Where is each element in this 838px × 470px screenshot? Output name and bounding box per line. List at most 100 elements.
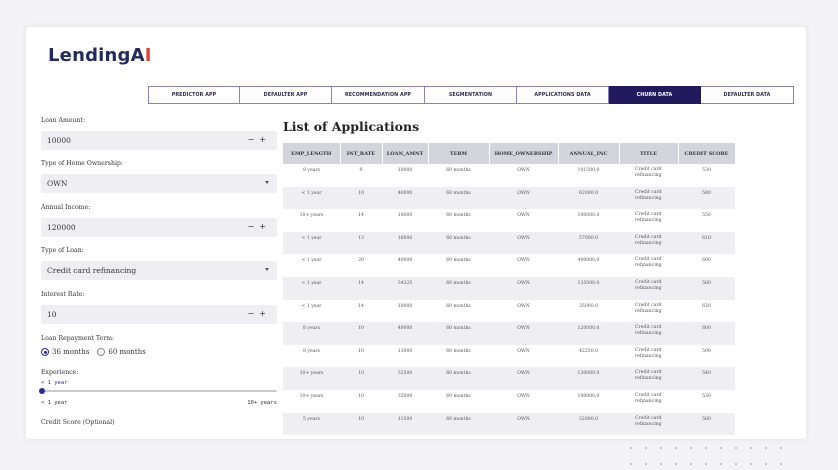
dot-mark xyxy=(690,447,692,449)
loan-type-select[interactable]: Credit card refinancing xyxy=(41,261,277,280)
experience-slider[interactable] xyxy=(39,388,277,394)
applications-table: EMP_LENGTH INT_RATE LOAN_AMNT TERM HOME_… xyxy=(283,143,736,436)
tab-predictor-app[interactable]: PREDICTOR APP xyxy=(148,86,240,104)
table-cell: 580 xyxy=(678,276,735,300)
decrement-button[interactable]: − xyxy=(247,222,260,231)
dot-mark xyxy=(750,447,752,449)
table-cell: 590 xyxy=(702,348,711,354)
increment-button[interactable]: + xyxy=(259,135,271,144)
table-cell: 29 xyxy=(358,258,364,264)
annual-income-input[interactable]: 120000 −+ xyxy=(41,218,277,237)
tab-defaulter-app[interactable]: DEFAULTER APP xyxy=(240,86,332,104)
radio-60-months-label: 60 months xyxy=(108,348,146,356)
table-cell: 100000.0 xyxy=(577,213,600,219)
table-row[interactable]: < 1 year 29 40000 60 months OWN 490000.0 Credi… xyxy=(283,254,735,277)
dot-mark xyxy=(780,463,782,465)
table-cell: Credit card refinancing xyxy=(635,302,662,314)
increment-button[interactable]: + xyxy=(259,309,271,318)
table-cell: 8 years xyxy=(303,348,320,354)
loan-type-label: Type of Loan: xyxy=(41,247,84,254)
app-card: LendingAI PREDICTOR APP DEFAULTER APP RE… xyxy=(26,27,806,439)
table-cell: 10 xyxy=(340,412,382,436)
credit-score-label: Credit Score (Optional) xyxy=(41,419,115,426)
table-row[interactable]: 10+ years 10 35000 60 months OWN 100000.0 Cred… xyxy=(283,390,735,413)
table-cell: 60 months xyxy=(446,393,471,399)
table-row[interactable]: 10+ years 10 32500 60 months OWN 130000.0 Cred… xyxy=(283,367,735,390)
dot-mark xyxy=(660,463,662,465)
table-row[interactable]: 10+ years 14 10000 60 months OWN 100000.0 Cred… xyxy=(283,209,735,232)
table-cell: 60 months xyxy=(428,367,489,390)
column-header: INT_RATE xyxy=(340,143,383,164)
column-header: EMP_LENGTH xyxy=(283,143,341,164)
home-ownership-value: OWN xyxy=(47,179,68,188)
table-cell: < 1 year xyxy=(283,276,340,300)
lendingai-logo[interactable]: LendingAI xyxy=(48,45,152,66)
tab-recommendation-app[interactable]: RECOMMENDATION APP xyxy=(332,86,425,104)
experience-max-label: 10+ years xyxy=(247,400,277,406)
dot-mark xyxy=(720,463,722,465)
table-cell: 60 months xyxy=(428,276,489,300)
table-cell: 40000 xyxy=(382,186,428,210)
table-cell: 40000 xyxy=(397,258,413,264)
table-row[interactable]: < 1 year 14 34325 60 months OWN 135000.0 Credi… xyxy=(283,276,735,300)
table-row[interactable]: 8 years 10 13000 60 months OWN 42250.0 Credit … xyxy=(283,345,735,368)
table-row[interactable]: 8 years 10 40000 60 months OWN 120000.0 Credit… xyxy=(283,322,735,345)
dot-mark xyxy=(675,463,677,465)
table-row[interactable]: 8 years 9 10000 60 months OWN 101500.0 Credit … xyxy=(283,164,735,187)
table-row[interactable]: < 1 year 14 10000 60 months OWN 35000.0 Credit… xyxy=(283,300,735,323)
table-cell: 550 xyxy=(702,213,711,219)
dot-mark xyxy=(735,447,737,449)
table-cell: 10000 xyxy=(397,168,413,173)
table-cell: < 1 year xyxy=(283,186,340,210)
dot-mark xyxy=(630,447,632,449)
dot-mark xyxy=(690,463,692,465)
tab-defaulter-data[interactable]: DEFAULTER DATA xyxy=(701,86,794,104)
dot-mark xyxy=(780,447,782,449)
decrement-button[interactable]: − xyxy=(247,309,260,318)
loan-amount-input[interactable]: 10000 −+ xyxy=(41,131,277,150)
column-header: LOAN_AMNT xyxy=(382,143,429,164)
table-cell: OWN xyxy=(517,213,530,219)
dot-mark xyxy=(705,463,707,465)
column-header: CREDIT SCORE xyxy=(678,143,736,164)
decrement-button[interactable]: − xyxy=(247,135,260,144)
table-cell: OWN xyxy=(489,231,558,255)
table-cell: OWN xyxy=(517,393,530,399)
loan-amount-value: 10000 xyxy=(47,136,71,145)
table-cell: 10 xyxy=(340,186,382,210)
radio-60-months[interactable] xyxy=(97,348,106,356)
annual-income-value: 120000 xyxy=(47,223,76,232)
logo-text-lending: Lending xyxy=(48,45,131,66)
loan-amount-label: Loan Amount: xyxy=(41,117,86,124)
table-row[interactable]: 5 years 10 11500 60 months OWN 32000.0 Credit … xyxy=(283,412,735,436)
table-cell: 130000.0 xyxy=(558,367,619,390)
dot-mark xyxy=(660,447,662,449)
table-cell: < 1 year xyxy=(283,231,340,255)
table-cell: 14 xyxy=(358,213,364,219)
tab-segmentation[interactable]: SEGMENTATION xyxy=(425,86,517,104)
experience-current-value: < 1 year xyxy=(41,380,68,386)
table-cell: Credit card refinancing xyxy=(619,322,678,345)
interest-rate-input[interactable]: 10 −+ xyxy=(41,305,277,324)
table-cell: 57000.0 xyxy=(558,231,619,255)
table-cell: 530 xyxy=(702,393,711,399)
table-cell: 14 xyxy=(340,276,382,300)
table-cell: OWN xyxy=(517,348,530,354)
table-cell: Credit card refinancing xyxy=(619,412,678,436)
table-cell: 10000 xyxy=(397,213,413,219)
increment-button[interactable]: + xyxy=(259,222,271,231)
column-header: ANNUAL_INC xyxy=(558,143,620,164)
table-cell: 34325 xyxy=(382,276,428,300)
table-cell: 32000.0 xyxy=(558,412,619,436)
table-cell: Credit card refinancing xyxy=(619,231,678,255)
home-ownership-select[interactable]: OWN xyxy=(41,174,277,193)
table-row[interactable]: < 1 year 13 16000 60 months OWN 57000.0 Credit… xyxy=(283,231,735,255)
table-row[interactable]: < 1 year 10 40000 60 months OWN 62000.0 Credit… xyxy=(283,186,735,210)
table-cell: 135000.0 xyxy=(558,276,619,300)
radio-36-months[interactable] xyxy=(41,348,49,356)
table-cell: OWN xyxy=(489,276,558,300)
slider-handle[interactable] xyxy=(39,388,45,394)
tab-churn-data[interactable]: CHURN DATA xyxy=(609,86,701,104)
table-cell: 8 years xyxy=(303,168,320,173)
tab-applications-data[interactable]: APPLICATIONS DATA xyxy=(517,86,609,104)
